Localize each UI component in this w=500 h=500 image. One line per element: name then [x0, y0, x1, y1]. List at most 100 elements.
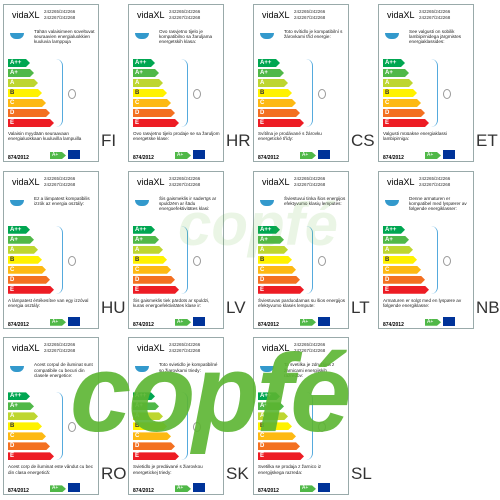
brand: vidaXL — [137, 10, 165, 20]
class-bar: B — [8, 89, 42, 97]
class-bar: A — [383, 79, 413, 87]
energy-label: vidaXL 242265/242266 242267/242268 Šis gais… — [128, 170, 224, 329]
sold-with-text: Šis gaismeklis tiek pārdots ar spuldzi, … — [133, 297, 210, 308]
product-code: 242267/242268 — [169, 15, 201, 20]
class-bar: C — [133, 99, 171, 107]
compatibility-text: Ta svetilka je združljiva z žarnicami en… — [284, 362, 335, 378]
language-code: SK — [226, 464, 249, 484]
eu-flag — [318, 150, 330, 159]
brace — [56, 225, 63, 294]
class-bar: A — [133, 412, 163, 420]
class-badge: A+ — [425, 152, 441, 159]
class-bar: B — [258, 89, 292, 97]
class-bar: A — [258, 79, 288, 87]
product-code: 242267/242268 — [294, 348, 326, 354]
brace — [431, 59, 438, 127]
eu-flag — [318, 316, 330, 326]
class-bar: D — [8, 109, 50, 117]
class-bar: A+ — [8, 402, 34, 410]
class-badge: A+ — [300, 318, 316, 326]
lamp-icon — [385, 199, 399, 206]
product-code: 242267/242268 — [44, 348, 76, 354]
class-bar: A++ — [8, 226, 30, 234]
class-bar: A+ — [258, 69, 284, 77]
sold-with-text: Svítilna je prodávané s žárovku energeti… — [258, 131, 322, 142]
class-bar: B — [133, 89, 167, 97]
regulation: 874/2012 — [133, 155, 154, 161]
class-bar: A++ — [8, 59, 30, 67]
brace — [306, 225, 313, 294]
product-code: 242265/242266 — [419, 175, 451, 181]
sold-with-text: Ovo rasvjetno tijelo prodaje se sa žarul… — [133, 131, 220, 142]
watermark-faint: copfé — [178, 191, 339, 258]
class-badge: A+ — [50, 152, 66, 159]
lamp-icon — [10, 199, 24, 206]
regulation: 874/2012 — [8, 155, 29, 161]
class-badge: A+ — [175, 318, 191, 326]
product-code: 242265/242266 — [44, 175, 76, 181]
compatibility-text: Toto svítidlo je kompatibilní s žárovkam… — [284, 29, 343, 40]
class-bar: C — [8, 432, 46, 440]
class-bar: A+ — [8, 236, 34, 244]
product-code: 242267/242268 — [294, 15, 326, 20]
class-bar: A — [383, 246, 413, 254]
energy-label: vidaXL 242265/242266 242267/242268 Acest co… — [3, 337, 99, 496]
regulation: 874/2012 — [258, 155, 279, 161]
class-bar: A+ — [383, 69, 409, 77]
class-bar: A+ — [133, 402, 159, 410]
product-code: 242267/242268 — [44, 15, 76, 20]
class-bar: E — [8, 119, 54, 127]
compatibility-text: See valgusti on sobilik lambipirnidega j… — [409, 29, 462, 45]
language-code: LV — [226, 297, 246, 317]
class-bar: D — [8, 276, 50, 284]
brace — [306, 392, 313, 461]
language-code: ET — [476, 131, 498, 150]
class-bar: A — [258, 246, 288, 254]
eu-flag — [193, 150, 205, 159]
class-bar: C — [8, 99, 46, 107]
class-bar: E — [8, 286, 54, 294]
class-bar: E — [258, 119, 304, 127]
sold-with-text: Svetilka se prodaja z žarnico iz energij… — [258, 464, 322, 475]
language-code: FI — [101, 131, 117, 150]
class-bar: E — [258, 452, 304, 460]
bulb-icon — [318, 255, 326, 266]
sold-with-text: Svietidlo je predávané s žiarovkou energ… — [133, 464, 203, 475]
language-code: RO — [101, 464, 127, 484]
bulb-icon — [68, 255, 76, 266]
sold-with-text: A lámpatest értékesítve van egy izzóval … — [8, 297, 89, 308]
brace — [56, 392, 63, 461]
bulb-icon — [68, 89, 76, 99]
product-code: 242265/242266 — [169, 9, 201, 14]
class-bar: A+ — [383, 236, 409, 244]
class-bar: B — [383, 256, 417, 264]
class-bar: B — [8, 422, 42, 430]
bulb-icon — [443, 89, 451, 99]
product-code: 242267/242268 — [169, 348, 201, 354]
class-bar: E — [258, 286, 304, 294]
bulb-icon — [443, 255, 451, 266]
brand: vidaXL — [137, 343, 165, 354]
class-bar: C — [133, 266, 171, 274]
regulation: 874/2012 — [133, 321, 154, 328]
brace — [306, 59, 313, 127]
product-code: 242267/242268 — [169, 181, 201, 187]
class-bar: D — [8, 442, 50, 450]
eu-flag — [68, 150, 80, 159]
brand: vidaXL — [387, 10, 415, 20]
brand: vidaXL — [262, 176, 290, 187]
regulation: 874/2012 — [258, 488, 279, 495]
lamp-icon — [260, 199, 274, 206]
sold-with-text: Valgusti müüakse energiaklassi lambipirn… — [383, 131, 448, 142]
compatibility-text: Acest corpul de iluminat sunt compatibil… — [34, 362, 93, 378]
lamp-icon — [260, 33, 274, 39]
regulation: 874/2012 — [8, 488, 29, 495]
energy-label: vidaXL 242265/242266 242267/242268 Ovo rasv… — [128, 4, 224, 162]
brand: vidaXL — [137, 176, 165, 187]
class-bar: D — [383, 276, 425, 284]
eu-flag — [193, 316, 205, 326]
class-bar: A — [133, 246, 163, 254]
eu-flag — [193, 483, 205, 493]
brace — [181, 392, 188, 461]
